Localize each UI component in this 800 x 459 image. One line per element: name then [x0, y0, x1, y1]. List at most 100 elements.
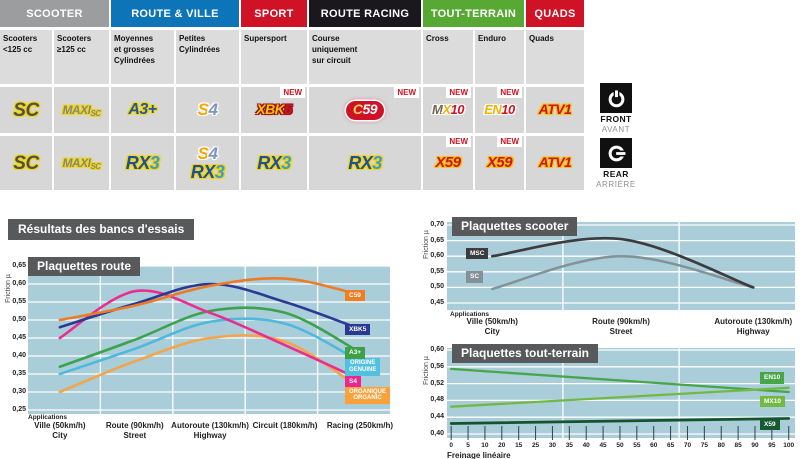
- new-flag: NEW: [394, 87, 419, 98]
- x-tick-label-20: 20: [498, 442, 506, 449]
- y-tick-label-route-1: 0,60: [12, 280, 26, 287]
- badge-part: ATV1: [538, 101, 572, 117]
- product-badge-sc: SC: [13, 154, 39, 173]
- x-stop-label-racing-250km-h-: Racing (250km/h): [315, 421, 405, 431]
- series-label-line: ORIGINE: [350, 359, 376, 366]
- badge-part: RX: [125, 152, 151, 173]
- front-brake-disc-icon: [600, 83, 632, 113]
- x-tick-label-80: 80: [717, 442, 725, 449]
- x-tick-label-55: 55: [633, 442, 641, 449]
- y-tick-label-scooter-3: 0,55: [430, 267, 444, 275]
- subheader-2: Moyennes et grosses Cylindrées: [111, 30, 174, 84]
- plot-area-route: [28, 266, 390, 414]
- scooter-chart-title: Plaquettes scooter: [452, 217, 578, 236]
- rear-brake-disc-icon: [600, 138, 632, 168]
- x-stop-line-en: Highway: [736, 326, 770, 336]
- badge-part: 5: [284, 101, 292, 117]
- badge-part: 4: [208, 143, 218, 163]
- cell-rear-4: RX3: [241, 136, 307, 190]
- series-label-msc: MSC: [466, 247, 489, 260]
- subheader-7: Enduro: [475, 30, 524, 84]
- cell-rear-5: RX3: [309, 136, 421, 190]
- x-tick-label-30: 30: [548, 442, 557, 449]
- series-line-a3-: [58, 306, 362, 369]
- plot-area-scooter: [447, 222, 795, 310]
- x-stop-line-en: City: [484, 326, 500, 336]
- x-stop-line-en: City: [52, 430, 68, 440]
- rear-side-label: REAR ARRIÈRE: [590, 138, 642, 189]
- badge-part: C: [352, 100, 363, 117]
- front-label-en: FRONT: [600, 114, 632, 124]
- cell-front-4: XBK5 NEW: [241, 87, 307, 133]
- rear-brake-disc-icon-svg: [608, 145, 626, 161]
- badge-part: 3: [372, 152, 382, 173]
- badge-part: MAXI: [62, 103, 91, 117]
- cell-rear-7: X59 NEW: [475, 136, 524, 190]
- cell-rear-0: SC: [0, 136, 52, 190]
- series-label-line: GENUINE: [349, 366, 377, 373]
- x-tick-label-95: 95: [768, 442, 776, 449]
- x-stop-line-fr: Route (90km/h): [592, 317, 650, 326]
- x-tick-label-90: 90: [751, 442, 759, 449]
- series-line-sc: [490, 254, 755, 291]
- y-tick-label-route-6: 0,35: [12, 370, 26, 377]
- x-stop-label-route: Route (90km/h) Street: [90, 421, 180, 440]
- x-tick-label-75: 75: [700, 442, 708, 449]
- x-stop-line-fr: Autoroute (130km/h): [714, 317, 793, 326]
- cell-rear-8: ATV1: [526, 136, 584, 190]
- series-label-c59: C59: [345, 289, 365, 302]
- y-tick-label-scooter-4: 0,50: [430, 283, 444, 291]
- badge-part: S: [197, 100, 209, 119]
- badge-part: RX: [348, 152, 373, 173]
- badge-part: SC: [90, 109, 101, 118]
- badge-part: RX: [257, 152, 282, 173]
- series-label-line: X59: [764, 420, 776, 428]
- x-tick-label-60: 60: [650, 442, 658, 449]
- series-label-line: A3+: [349, 349, 362, 357]
- series-label-en10: EN10: [760, 372, 785, 384]
- product-badge-s4: S4: [198, 145, 218, 163]
- x-tick-label-85: 85: [734, 442, 742, 449]
- subheader-0: Scooters <125 cc: [0, 30, 52, 84]
- y-tick-label-tt-0: 0,60: [430, 346, 444, 353]
- section-title: Résultats des bancs d'essais: [8, 219, 195, 240]
- x-tick-label-45: 45: [599, 442, 607, 449]
- cell-front-6: MX10 NEW: [423, 87, 473, 133]
- badge-part: 10: [501, 102, 515, 117]
- chart-svg-route: [28, 265, 390, 414]
- cell-front-7: EN10 NEW: [475, 87, 524, 133]
- y-axis-title-scooter: Friction µ: [423, 230, 430, 259]
- product-badge-rx3: RX3: [257, 154, 291, 173]
- x-stop-line-fr: Racing (250km/h): [326, 421, 394, 430]
- series-label-x59: X59: [760, 418, 780, 431]
- badge-part: X: [442, 102, 451, 117]
- badge-part: SC: [13, 99, 39, 121]
- product-badge-rx3: RX3: [191, 163, 225, 182]
- y-tick-label-tt-4: 0,44: [430, 413, 444, 421]
- y-tick-label-tt-2: 0,52: [430, 379, 444, 387]
- product-badge-rx3: RX3: [126, 154, 160, 173]
- product-badge-atv1: ATV1: [539, 155, 572, 171]
- subheader-8: Quads: [526, 30, 584, 84]
- x-stop-line-fr: Autoroute (130km/h): [171, 421, 249, 430]
- category-tout-terrain: TOUT-TERRAIN: [423, 0, 524, 27]
- series-line-mx10: [450, 386, 790, 408]
- series-label-origine: ORIGINE GENUINE: [345, 357, 381, 376]
- cell-front-5: C59 NEW: [309, 87, 421, 133]
- product-badge-atv1: ATV1: [539, 102, 572, 118]
- product-badge-rx3: RX3: [348, 154, 382, 173]
- series-line-en10: [450, 367, 790, 394]
- x-stop-line-fr: Circuit (180km/h): [252, 421, 318, 430]
- y-tick-label-route-5: 0,40: [12, 352, 26, 359]
- product-badge-s4: S4: [198, 101, 218, 119]
- product-badge-maxisc: MAXISC: [62, 155, 101, 171]
- x-tick-label-50: 50: [616, 442, 624, 449]
- x-tick-label-35: 35: [565, 442, 573, 449]
- y-tick-label-route-3: 0,50: [12, 316, 26, 323]
- rear-label-en: REAR: [603, 169, 629, 179]
- series-label-line: ORGANIC: [353, 395, 382, 402]
- series-label-mx10: MX10: [760, 395, 785, 407]
- badge-part: MAXI: [62, 156, 91, 170]
- x-tick-label-0: 0: [449, 442, 453, 449]
- x-stop-line-fr: Ville (50km/h): [466, 317, 518, 326]
